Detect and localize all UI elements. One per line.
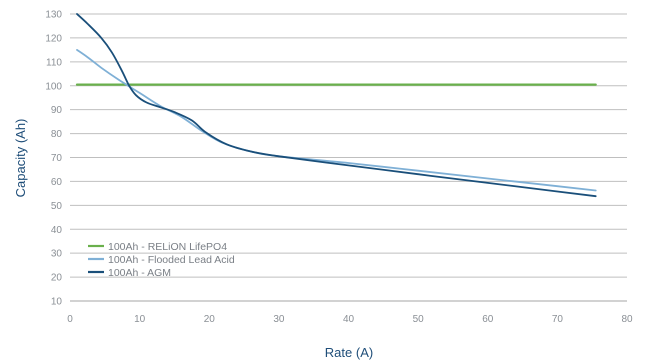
x-tick-label: 30	[273, 314, 285, 325]
y-tick-label: 60	[51, 177, 63, 188]
y-tick-label: 70	[51, 153, 63, 164]
legend-label: 100Ah - RELiON LifePO4	[108, 241, 227, 253]
x-tick-label: 0	[67, 314, 73, 325]
x-tick-label: 50	[413, 314, 425, 325]
y-tick-labels: 10 20 30 40 50 60 70 80 90 100 110 120 130	[45, 10, 62, 308]
x-tick-label: 20	[204, 314, 216, 325]
y-tick-label: 10	[51, 297, 63, 308]
y-tick-label: 90	[51, 105, 63, 116]
y-tick-label: 100	[45, 81, 62, 92]
x-tick-label: 10	[134, 314, 146, 325]
x-tick-label: 80	[621, 314, 633, 325]
y-tick-label: 80	[51, 129, 63, 140]
x-tick-label: 70	[552, 314, 564, 325]
series-line-flooded-lead-acid	[76, 49, 597, 192]
y-axis-title: Capacity (Ah)	[13, 119, 28, 198]
y-tick-label: 120	[45, 33, 62, 44]
x-axis-title: Rate (A)	[325, 345, 373, 360]
y-tick-label: 20	[51, 273, 63, 284]
y-tick-label: 130	[45, 10, 62, 21]
legend-label: 100Ah - Flooded Lead Acid	[108, 254, 235, 266]
x-tick-labels: 0 10 20 30 40 50 60 70 80	[67, 314, 633, 325]
y-tick-label: 110	[46, 57, 62, 68]
legend-label: 100Ah - AGM	[108, 267, 171, 279]
y-tick-label: 40	[51, 225, 63, 236]
y-tick-label: 50	[51, 201, 63, 212]
x-tick-label: 40	[343, 314, 355, 325]
y-tick-label: 30	[51, 249, 63, 260]
series-line-agm	[76, 13, 597, 198]
series-lines	[75, 13, 597, 198]
grid-lines	[70, 13, 627, 278]
x-tick-label: 60	[482, 314, 494, 325]
